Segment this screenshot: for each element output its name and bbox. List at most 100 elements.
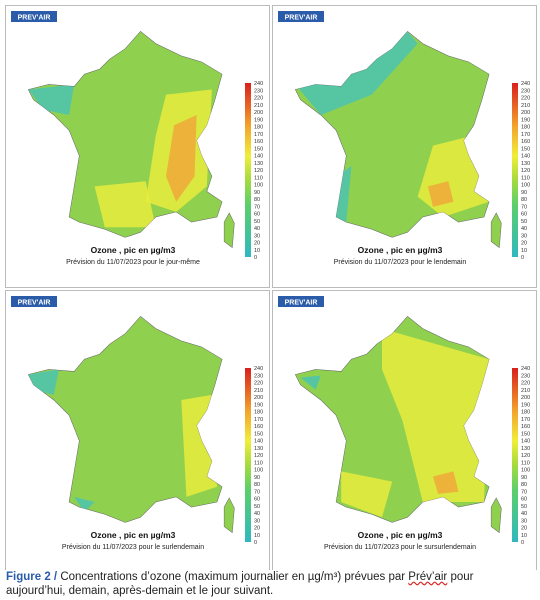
colorbar-label: 50 xyxy=(521,504,527,510)
ozone-map xyxy=(294,315,502,534)
colorbar xyxy=(245,368,251,542)
map-panel: PREV'AIR24023022021020019018017016015014… xyxy=(272,290,537,573)
logo-box xyxy=(278,11,324,22)
concentration-areas xyxy=(300,328,490,518)
colorbar-label: 110 xyxy=(521,460,530,466)
map-panel: PREV'AIR24023022021020019018017016015014… xyxy=(5,5,270,288)
logo: PREV'AIR xyxy=(285,300,318,307)
colorbar-label: 10 xyxy=(521,533,527,539)
colorbar-label: 90 xyxy=(521,475,527,481)
colorbar-label: 180 xyxy=(254,125,263,131)
colorbar-label: 10 xyxy=(254,248,260,254)
colorbar-label: 220 xyxy=(254,96,263,102)
colorbar-label: 230 xyxy=(254,373,263,379)
colorbar-label: 90 xyxy=(521,190,527,196)
colorbar-label: 110 xyxy=(254,175,263,181)
colorbar-label: 90 xyxy=(254,190,260,196)
colorbar-label: 0 xyxy=(521,255,524,261)
colorbar-label: 120 xyxy=(254,168,263,174)
map-title: Ozone , pic en µg/m3 xyxy=(91,245,176,255)
concentration-area xyxy=(166,115,197,202)
colorbar-label: 70 xyxy=(521,489,527,495)
concentration-area xyxy=(300,375,321,390)
colorbar-label: 60 xyxy=(254,212,260,218)
colorbar-label: 210 xyxy=(521,103,530,109)
colorbar-label: 100 xyxy=(254,468,263,474)
map-subtitle: Prévision du 11/07/2023 pour le surlende… xyxy=(62,544,204,551)
map-panel: PREV'AIR24023022021020019018017016015014… xyxy=(272,5,537,288)
colorbar-label: 180 xyxy=(521,125,530,131)
colorbar-label: 40 xyxy=(521,226,527,232)
colorbar-label: 200 xyxy=(521,395,530,401)
colorbar-label: 170 xyxy=(254,417,263,423)
map-panel: PREV'AIR24023022021020019018017016015014… xyxy=(5,290,270,573)
colorbar-label: 30 xyxy=(521,518,527,524)
colorbar-label: 120 xyxy=(521,453,530,459)
colorbar-label: 130 xyxy=(254,446,263,452)
colorbar-label: 230 xyxy=(254,88,263,94)
colorbar-label: 20 xyxy=(521,241,527,247)
caption-highlight: Prév’air xyxy=(408,571,448,583)
colorbar-label: 200 xyxy=(254,110,263,116)
logo: PREV'AIR xyxy=(18,15,51,22)
concentration-area xyxy=(94,181,156,228)
colorbar-label: 20 xyxy=(254,241,260,247)
colorbar-label: 150 xyxy=(521,431,530,437)
colorbar-label: 30 xyxy=(254,518,260,524)
colorbar-label: 80 xyxy=(254,197,260,203)
colorbar-label: 60 xyxy=(521,497,527,503)
colorbar-label: 60 xyxy=(254,497,260,503)
colorbar-label: 100 xyxy=(521,468,530,474)
colorbar-label: 160 xyxy=(521,424,530,430)
colorbar-label: 150 xyxy=(254,431,263,437)
colorbar-label: 130 xyxy=(521,161,530,167)
colorbar-label: 80 xyxy=(521,482,527,488)
colorbar-label: 170 xyxy=(521,132,530,138)
colorbar-label: 150 xyxy=(521,146,530,152)
map-subtitle: Prévision du 11/07/2023 pour le sursurle… xyxy=(324,544,476,551)
colorbar-label: 70 xyxy=(254,489,260,495)
map-title: Ozone , pic en µg/m3 xyxy=(358,245,443,255)
logo-box xyxy=(11,296,57,307)
concentration-areas xyxy=(28,84,212,228)
colorbar-label: 0 xyxy=(254,540,257,546)
figure: PREV'AIR24023022021020019018017016015014… xyxy=(5,5,537,573)
colorbar-label: 130 xyxy=(521,446,530,452)
colorbar xyxy=(245,83,251,257)
colorbar-label: 140 xyxy=(521,439,530,445)
colorbar-label: 190 xyxy=(521,402,530,408)
colorbar-label: 220 xyxy=(254,381,263,387)
colorbar xyxy=(512,368,518,542)
colorbar-label: 100 xyxy=(254,183,263,189)
colorbar-label: 90 xyxy=(254,475,260,481)
colorbar-label: 180 xyxy=(254,410,263,416)
colorbar-label: 60 xyxy=(521,212,527,218)
colorbar-label: 70 xyxy=(254,204,260,210)
logo-box xyxy=(11,11,57,22)
colorbar-label: 120 xyxy=(254,453,263,459)
colorbar-label: 220 xyxy=(521,96,530,102)
caption-text: Concentrations d’ozone (maximum journali… xyxy=(60,571,409,583)
colorbar-label: 170 xyxy=(521,417,530,423)
colorbar-label: 240 xyxy=(521,81,530,87)
colorbar-label: 80 xyxy=(521,197,527,203)
colorbar-label: 0 xyxy=(521,540,524,546)
colorbar-label: 200 xyxy=(521,110,530,116)
colorbar-label: 20 xyxy=(254,526,260,532)
colorbar-label: 110 xyxy=(521,175,530,181)
caption-label: Figure 2 / xyxy=(6,571,58,583)
colorbar-label: 10 xyxy=(521,248,527,254)
concentration-area xyxy=(382,328,490,502)
ozone-map xyxy=(27,30,235,249)
colorbar-label: 30 xyxy=(521,233,527,239)
colorbar-label: 190 xyxy=(254,402,263,408)
colorbar-label: 110 xyxy=(254,460,263,466)
colorbar-label: 50 xyxy=(254,504,260,510)
concentration-area xyxy=(28,84,75,115)
colorbar xyxy=(512,83,518,257)
colorbar-label: 40 xyxy=(521,511,527,517)
caption-text: pour aujourd’hui, demain, après-demain e… xyxy=(6,571,474,597)
colorbar-label: 20 xyxy=(521,526,527,532)
colorbar-label: 190 xyxy=(521,117,530,123)
